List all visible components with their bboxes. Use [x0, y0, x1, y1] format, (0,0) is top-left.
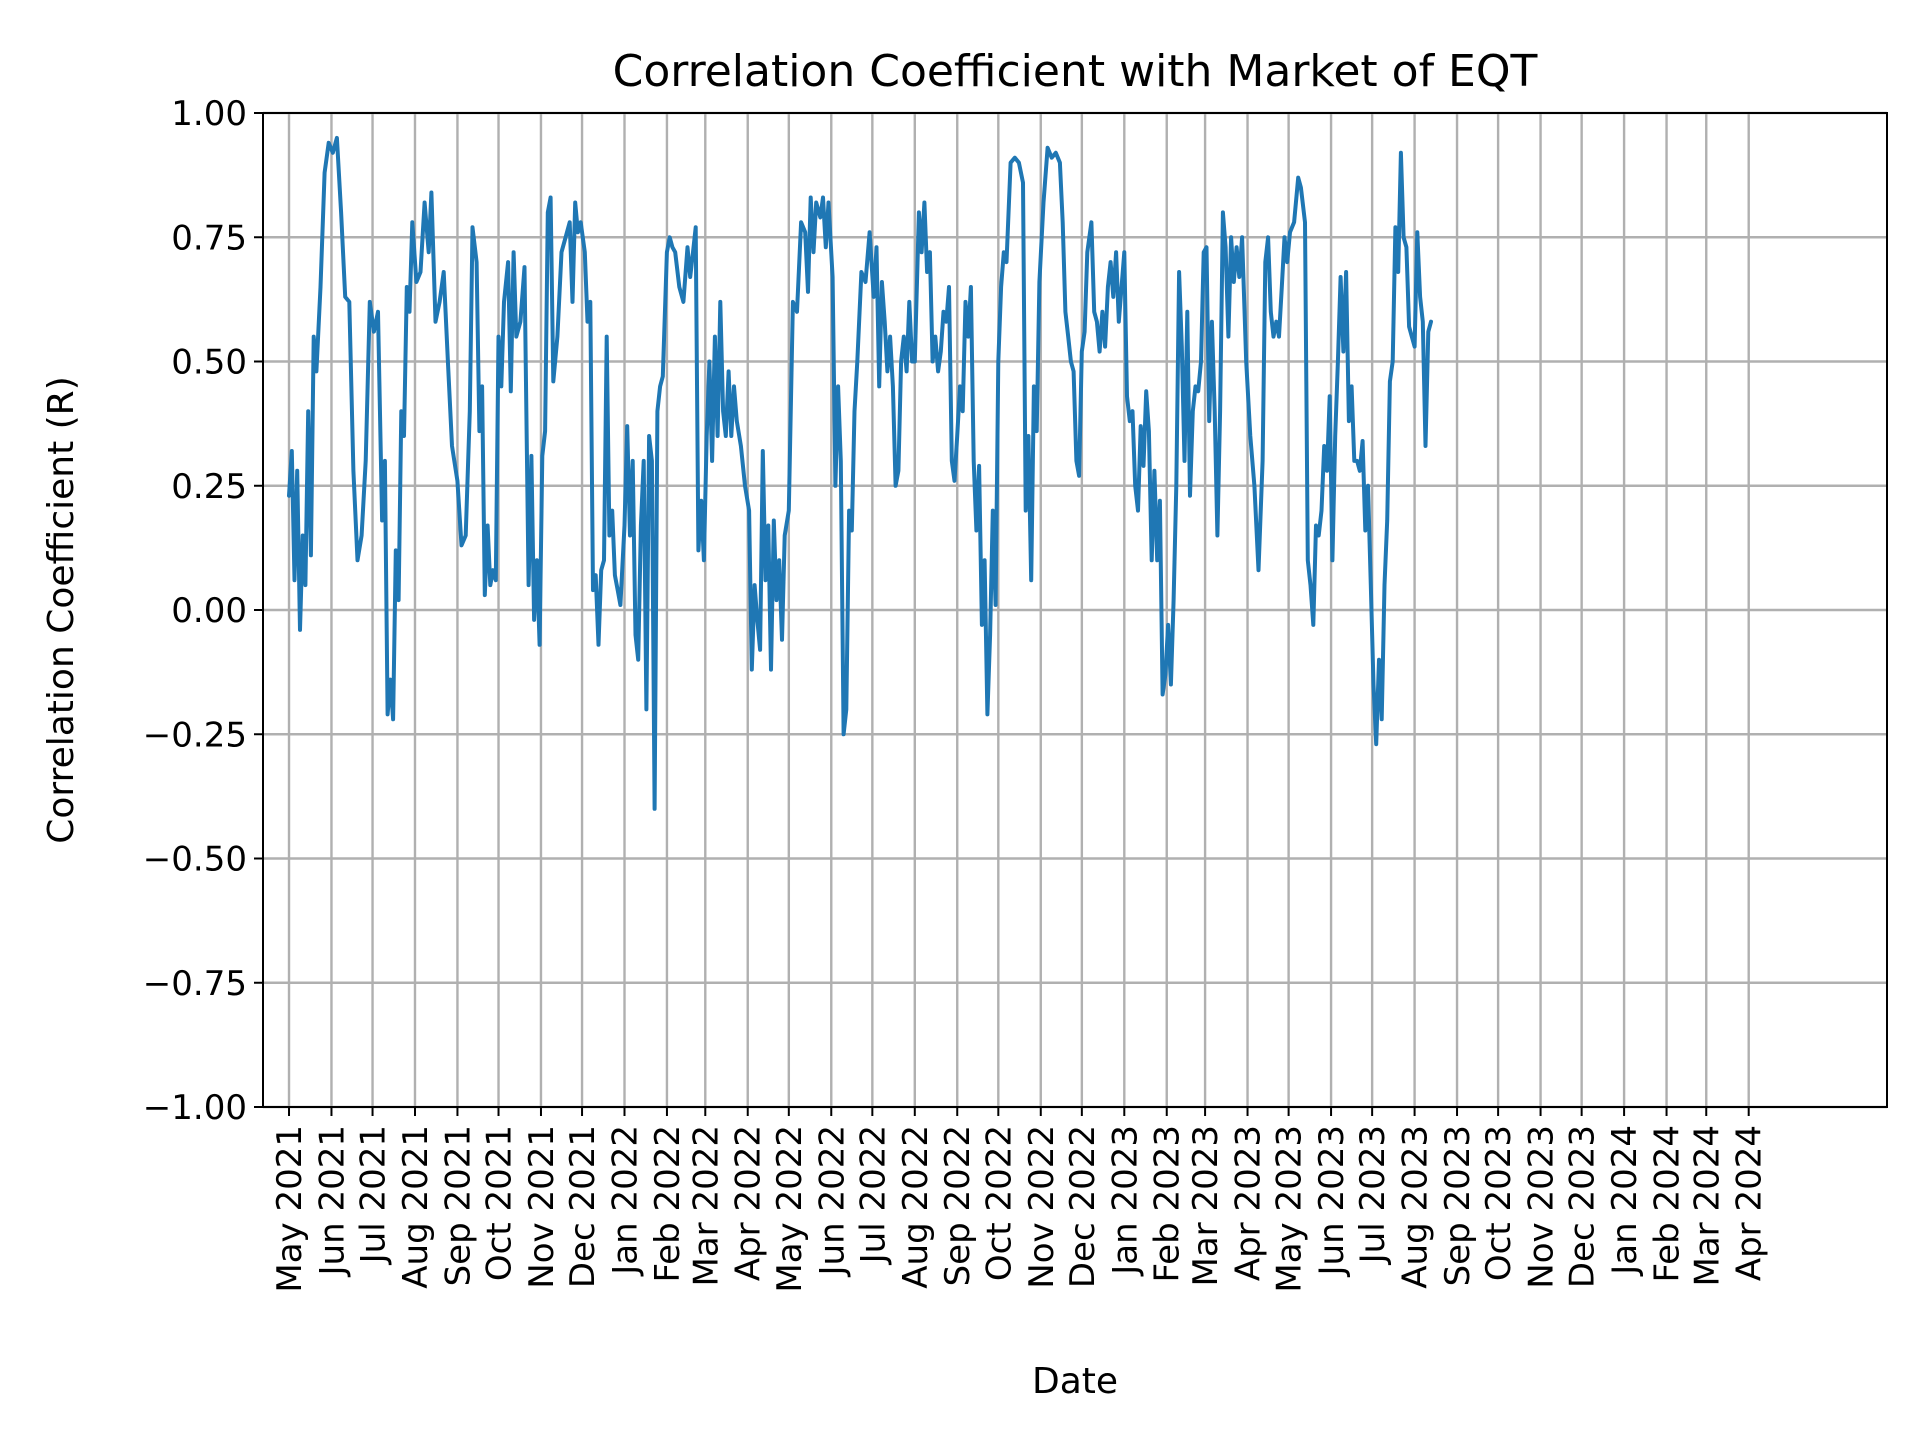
x-axis-label: Date	[1032, 1361, 1118, 1402]
x-tick-label: Jul 2022	[853, 1125, 893, 1265]
x-tick-label: Aug 2021	[396, 1125, 436, 1289]
x-tick-label: Feb 2023	[1148, 1125, 1188, 1283]
x-tick-label: Apr 2023	[1229, 1125, 1269, 1281]
x-tick-label: Aug 2022	[896, 1125, 936, 1289]
x-tick-label: Dec 2022	[1063, 1125, 1103, 1288]
x-tick-label: Jul 2023	[1353, 1125, 1393, 1265]
x-tick-label: Jun 2022	[812, 1125, 852, 1277]
x-tick-label: Nov 2022	[1022, 1125, 1062, 1289]
x-tick-label: Nov 2021	[522, 1125, 562, 1289]
y-tick-label: 0.75	[171, 218, 247, 258]
y-axis-label: Correlation Coefficient (R)	[41, 376, 82, 844]
x-tick-label: Dec 2023	[1563, 1125, 1603, 1288]
y-tick-label: 1.00	[171, 94, 247, 134]
x-tick-label: Sep 2022	[938, 1125, 978, 1286]
y-tick-label: 0.50	[171, 343, 247, 383]
x-tick-label: May 2021	[270, 1125, 310, 1293]
x-tick-label: Oct 2021	[480, 1125, 520, 1281]
x-tick-label: Jun 2023	[1312, 1125, 1352, 1277]
x-tick-label: Dec 2021	[563, 1125, 603, 1288]
series-line-0	[287, 135, 1433, 811]
series-layer	[287, 135, 1433, 811]
x-tick-label: Mar 2024	[1687, 1125, 1727, 1286]
x-tick-label: Apr 2024	[1730, 1125, 1770, 1281]
x-tick-label: Feb 2022	[648, 1125, 688, 1283]
x-tick-label: May 2023	[1270, 1125, 1310, 1293]
x-tick-label: Jul 2021	[354, 1125, 394, 1265]
x-tick-label: Jan 2023	[1105, 1125, 1145, 1277]
chart-title: Correlation Coefficient with Market of E…	[613, 46, 1538, 97]
x-tick-label: Sep 2023	[1438, 1125, 1478, 1286]
x-tick-label: Apr 2022	[729, 1125, 769, 1281]
x-tick-label: Jan 2022	[605, 1125, 645, 1277]
x-tick-label: Feb 2024	[1648, 1125, 1688, 1283]
x-tick-label: Mar 2022	[686, 1125, 726, 1286]
plot-frame	[262, 112, 1888, 1108]
x-tick-label: Oct 2022	[979, 1125, 1019, 1281]
y-tick-label: −1.00	[143, 1088, 247, 1128]
x-tick-label: Sep 2021	[438, 1125, 478, 1286]
y-tick-label: 0.00	[171, 591, 247, 631]
x-tick-label: Mar 2023	[1186, 1125, 1226, 1286]
x-tick-label: May 2022	[770, 1125, 810, 1293]
x-tick-label: Nov 2023	[1522, 1125, 1562, 1289]
axis-ticks: 1.00 0.75 0.50 0.25 0.00 −0.25 −0.50 −0.75 −1.00…	[143, 94, 1770, 1293]
y-tick-label: −0.50	[143, 840, 247, 880]
y-tick-label: −0.25	[143, 715, 247, 755]
x-tick-label: Jun 2021	[312, 1125, 352, 1277]
y-tick-label: 0.25	[171, 467, 247, 507]
x-tick-label: Oct 2023	[1479, 1125, 1519, 1281]
y-tick-label: −0.75	[143, 964, 247, 1004]
x-tick-label: Jan 2024	[1605, 1125, 1645, 1277]
x-tick-label: Aug 2023	[1396, 1125, 1436, 1289]
